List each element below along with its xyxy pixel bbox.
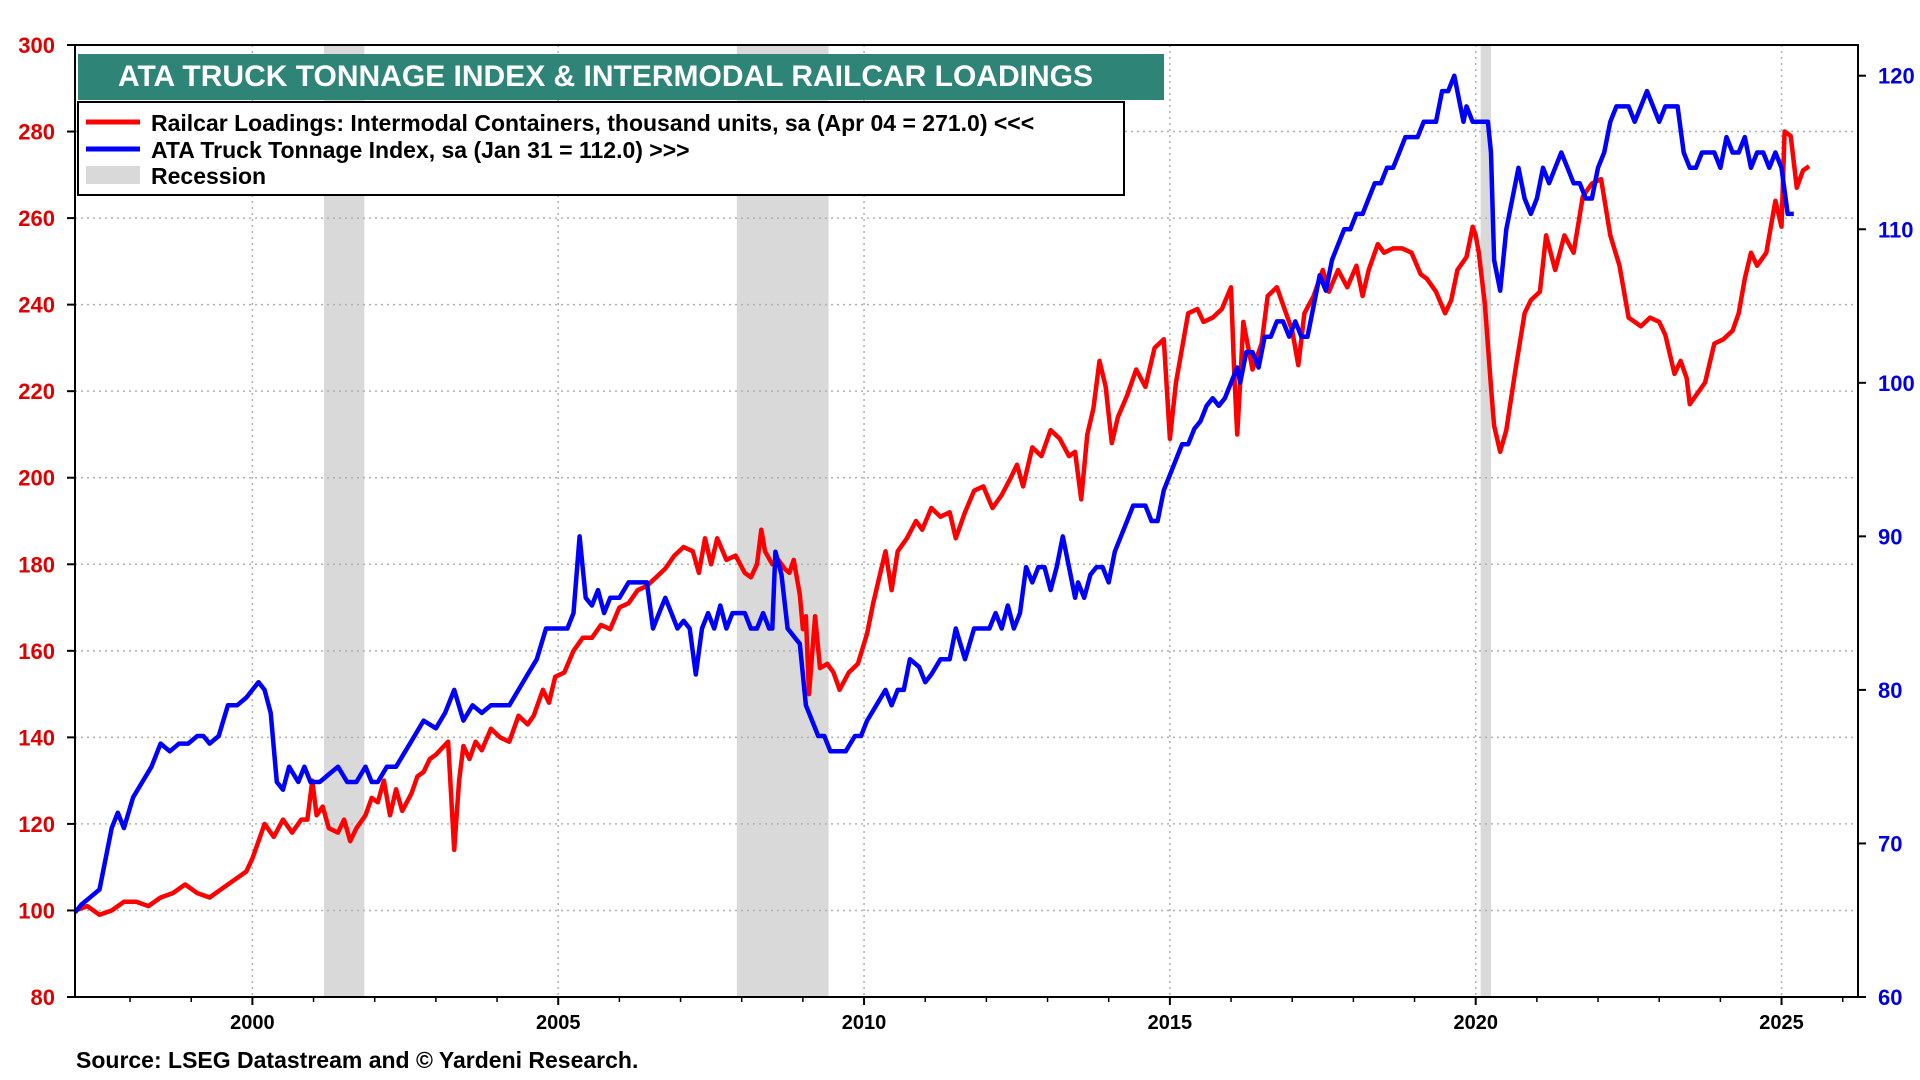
x-axis-tick-label: 2025 xyxy=(1759,1012,1804,1034)
left-axis-tick-label: 80 xyxy=(31,985,55,1010)
x-axis-tick-label: 2010 xyxy=(842,1012,887,1034)
left-axis-tick-label: 220 xyxy=(18,379,55,404)
legend-swatch-recession xyxy=(86,166,140,184)
right-axis-tick-label: 60 xyxy=(1878,985,1902,1010)
left-axis-tick-label: 140 xyxy=(18,725,55,750)
series-line-truck-tonnage xyxy=(73,73,1794,914)
left-axis-tick-label: 200 xyxy=(18,466,55,491)
right-axis-tick-label: 110 xyxy=(1878,217,1914,242)
grid-lines xyxy=(75,45,1858,997)
recession-band-2 xyxy=(736,45,829,997)
title-banner-bg xyxy=(78,54,1164,100)
recession-band-3 xyxy=(1480,45,1492,997)
left-axis-tick-label: 280 xyxy=(18,120,55,145)
right-axis-tick-label: 70 xyxy=(1878,831,1902,856)
recession-band-1 xyxy=(323,45,365,997)
left-axis-tick-label: 160 xyxy=(18,639,55,664)
left-axis-tick-label: 240 xyxy=(18,293,55,318)
chart-title: ATA TRUCK TONNAGE INDEX & INTERMODAL RAI… xyxy=(118,60,1093,93)
left-axis-tick-label: 180 xyxy=(18,552,55,577)
right-axis-tick-label: 120 xyxy=(1878,64,1915,89)
legend-label-recession: Recession xyxy=(151,163,266,189)
left-axis-tick-label: 100 xyxy=(18,898,55,923)
chart-title-banner: ATA TRUCK TONNAGE INDEX & INTERMODAL RAI… xyxy=(78,54,1164,100)
x-axis-tick-label: 2015 xyxy=(1148,1012,1193,1034)
legend-frame xyxy=(77,101,1125,196)
series-lines xyxy=(73,73,1811,918)
legend-label-truck: ATA Truck Tonnage Index, sa (Jan 31 = 11… xyxy=(151,137,690,163)
right-axis-tick-label: 90 xyxy=(1878,524,1902,549)
recession-bands xyxy=(323,45,1492,997)
x-axis-tick-label: 2000 xyxy=(230,1012,275,1034)
plot-frame xyxy=(74,44,1859,998)
legend-box: Railcar Loadings: Intermodal Containers,… xyxy=(77,101,1125,196)
series-line-railcar-loadings xyxy=(74,129,1811,918)
legend-label-railcar: Railcar Loadings: Intermodal Containers,… xyxy=(151,110,1034,136)
left-axis-tick-label: 300 xyxy=(18,33,55,58)
right-axis-tick-label: 100 xyxy=(1878,371,1915,396)
left-axis-tick-label: 260 xyxy=(18,206,55,231)
right-axis-tick-label: 80 xyxy=(1878,678,1902,703)
left-axis-tick-label: 120 xyxy=(18,812,55,837)
x-axis-tick-label: 2020 xyxy=(1453,1012,1498,1034)
x-axis-tick-label: 2005 xyxy=(536,1012,581,1034)
axis-ticks: 80 100 120 140 160 180 200 220 240 260 280 300 60 70 8… xyxy=(18,33,1914,1034)
source-note: Source: LSEG Datastream and © Yardeni Re… xyxy=(76,1047,639,1073)
